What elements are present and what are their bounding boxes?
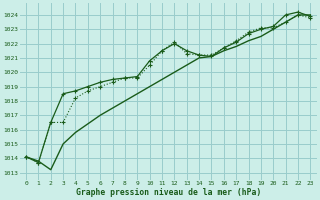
X-axis label: Graphe pression niveau de la mer (hPa): Graphe pression niveau de la mer (hPa): [76, 188, 261, 197]
